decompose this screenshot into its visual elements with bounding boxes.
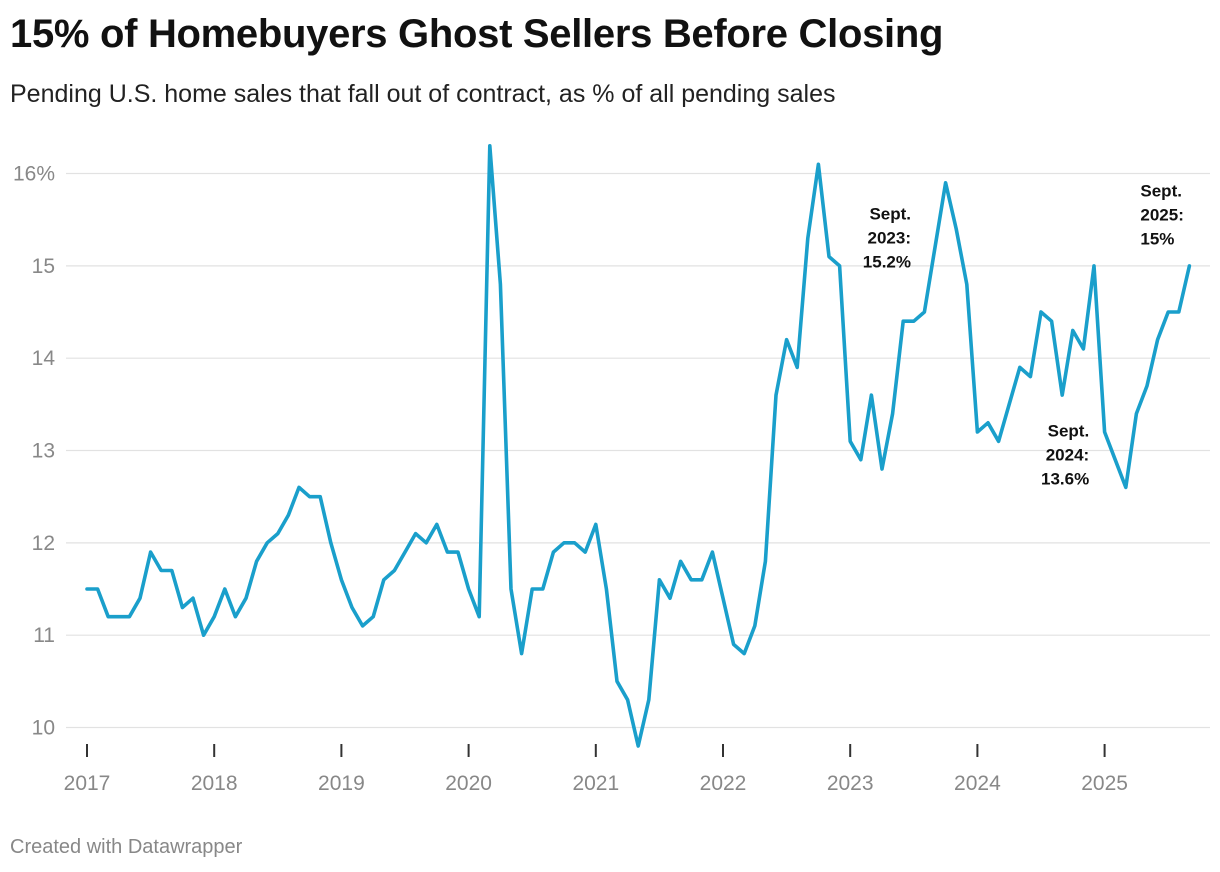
x-tick-label: 2022 <box>700 772 747 795</box>
x-tick-label: 2019 <box>318 772 365 795</box>
x-tick-label: 2024 <box>954 772 1001 795</box>
x-tick-label: 2017 <box>64 772 111 795</box>
annotation-label: Sept. 2024: 13.6% <box>1041 422 1089 489</box>
chart-title: 15% of Homebuyers Ghost Sellers Before C… <box>10 12 944 56</box>
annotation-line: 15.2% <box>863 253 911 272</box>
y-axis-labels: 10 11 12 13 14 15 16% <box>13 163 55 740</box>
annotation-line: Sept. <box>869 205 911 224</box>
x-tick-label: 2025 <box>1081 772 1128 795</box>
x-tick-label: 2018 <box>191 772 238 795</box>
annotation-label: Sept. 2023: 15.2% <box>863 205 911 272</box>
annotation-line: 2025: <box>1140 206 1183 225</box>
y-tick-label: 14 <box>32 347 56 370</box>
y-tick-label: 12 <box>32 532 55 555</box>
y-tick-label: 15 <box>32 255 55 278</box>
gridlines <box>66 172 1210 729</box>
annotation-line: 2024: <box>1046 446 1089 465</box>
annotation-line: Sept. <box>1048 422 1090 441</box>
x-tick-label: 2023 <box>827 772 874 795</box>
y-tick-label: 10 <box>32 717 55 740</box>
series-line <box>85 144 1192 748</box>
annotation-label: Sept. 2025: 15% <box>1140 182 1183 249</box>
x-axis: 2017 2018 2019 2020 2021 2022 2023 2024 2025 <box>64 744 1128 795</box>
chart-subtitle: Pending U.S. home sales that fall out of… <box>10 80 836 108</box>
x-tick-label: 2020 <box>445 772 492 795</box>
annotations: Sept. 2023: 15.2% Sept. 2024: 13.6% Sept. 2025:… <box>863 182 1184 489</box>
annotation-line: 15% <box>1140 230 1174 249</box>
annotation-line: 13.6% <box>1041 470 1089 489</box>
x-tick-label: 2021 <box>572 772 619 795</box>
footer-credit: Created with Datawrapper <box>10 836 243 858</box>
y-tick-label: 13 <box>32 440 55 463</box>
annotation-line: Sept. <box>1140 182 1182 201</box>
series-layer <box>85 144 1192 748</box>
annotation-line: 2023: <box>868 229 911 248</box>
y-tick-label: 16% <box>13 163 55 186</box>
y-tick-label: 11 <box>33 624 55 647</box>
